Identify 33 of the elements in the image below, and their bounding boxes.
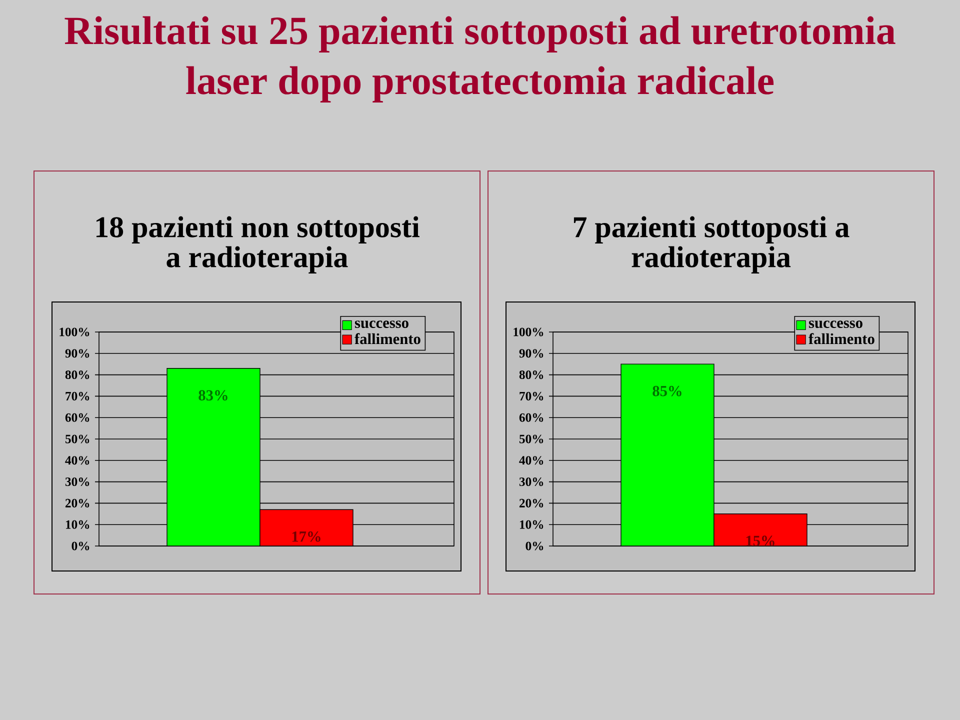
y-tick-label: 80% xyxy=(519,370,544,380)
chart-title: 18 pazienti non sottoposti a radioterapia xyxy=(96,216,420,274)
data-label: 17% xyxy=(292,531,320,542)
y-tick-label: 10% xyxy=(66,520,90,529)
y-tick-label: 50% xyxy=(519,434,544,444)
y-tick-label: 0% xyxy=(526,542,544,550)
legend-label: successo xyxy=(354,320,408,328)
legend-label: fallimento xyxy=(808,333,874,344)
data-label: 15% xyxy=(746,536,774,546)
y-tick-label: 60% xyxy=(65,413,90,422)
y-tick-label: 70% xyxy=(520,392,544,400)
y-tick-label: 40% xyxy=(519,456,544,465)
y-tick-label: 30% xyxy=(65,477,90,486)
legend-label: successo xyxy=(808,320,862,328)
y-tick-label: 10% xyxy=(520,520,544,529)
y-tick-label: 70% xyxy=(66,392,90,400)
legend-label: fallimento xyxy=(354,333,420,344)
data-label: 85% xyxy=(652,386,682,396)
text: Risultati su 25 pazienti sottoposti ad uretrotomia laser dopo prostatectomia radicale xyxy=(64,16,896,103)
y-tick-label: 20% xyxy=(519,498,544,508)
data-label: 83% xyxy=(198,390,228,401)
chart-title: 7 pazienti sottoposti a radioterapia xyxy=(574,216,850,274)
y-tick-label: 50% xyxy=(65,434,90,444)
y-tick-label: 100% xyxy=(514,328,544,336)
y-tick-label: 90% xyxy=(519,349,544,358)
y-tick-label: 30% xyxy=(519,477,544,486)
y-tick-label: 60% xyxy=(519,413,544,422)
y-tick-label: 80% xyxy=(65,370,90,380)
y-tick-label: 90% xyxy=(65,349,90,358)
y-tick-label: 0% xyxy=(72,542,90,550)
y-tick-label: 40% xyxy=(65,456,90,465)
y-tick-label: 100% xyxy=(60,328,90,336)
y-tick-label: 20% xyxy=(65,498,90,508)
